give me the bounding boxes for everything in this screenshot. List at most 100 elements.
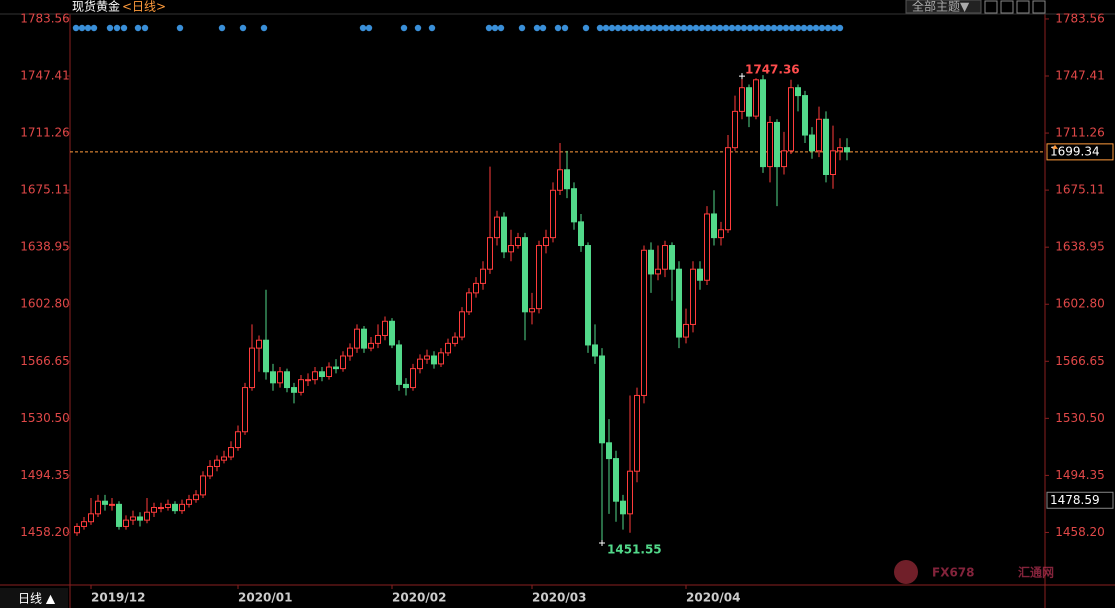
- candle-body: [466, 292, 472, 313]
- candle-body: [578, 221, 584, 247]
- candle-body: [515, 237, 521, 247]
- candle-body: [235, 431, 241, 449]
- event-dot: [830, 24, 838, 32]
- candle-body: [711, 213, 717, 239]
- y-tick-label-right: 1602.80: [1055, 297, 1105, 311]
- candle-body: [445, 342, 451, 354]
- candle-body: [81, 521, 87, 527]
- candle-body: [480, 268, 486, 284]
- candle-body: [746, 87, 752, 117]
- candle-body: [732, 110, 738, 149]
- icon[interactable]: [1016, 0, 1030, 14]
- event-dot: [710, 24, 718, 32]
- candle-body: [109, 503, 115, 506]
- candle-body: [697, 268, 703, 281]
- candle-body: [207, 465, 213, 477]
- candle-body: [753, 79, 759, 117]
- y-tick-label: 1711.26: [20, 126, 70, 140]
- event-dot: [704, 24, 712, 32]
- candle-body: [529, 308, 535, 313]
- candle-body: [543, 237, 549, 247]
- candle-body: [655, 268, 661, 275]
- candle-body: [438, 352, 444, 365]
- candle-body: [347, 347, 353, 357]
- y-tick-label: 1458.20: [20, 525, 70, 539]
- candle-body: [648, 249, 654, 275]
- icon[interactable]: [1000, 0, 1014, 14]
- y-tick-label-right: 1494.35: [1055, 468, 1105, 482]
- y-tick-label: 1494.35: [20, 468, 70, 482]
- event-dot: [84, 24, 92, 32]
- candle-body: [403, 383, 409, 389]
- event-dot: [668, 24, 676, 32]
- event-dot: [764, 24, 772, 32]
- candle-body: [186, 499, 192, 505]
- x-tick-label: 2019/12: [91, 591, 145, 605]
- candle-body: [375, 334, 381, 344]
- candle-body: [809, 134, 815, 152]
- event-dot: [620, 24, 628, 32]
- y-tick-label-right: 1783.56: [1055, 11, 1105, 25]
- candle-body: [557, 169, 563, 191]
- candle-body: [788, 87, 794, 152]
- candle-body: [501, 216, 507, 253]
- candle-body: [676, 268, 682, 338]
- icon[interactable]: [1032, 0, 1046, 14]
- candle-body: [263, 339, 269, 373]
- candle-body: [340, 355, 346, 370]
- max-marker: [739, 73, 745, 80]
- candle-body: [326, 366, 332, 378]
- candle-body: [214, 459, 220, 467]
- candle-body: [179, 503, 185, 512]
- candle-body: [816, 118, 822, 152]
- x-tick-label: 2020/02: [392, 591, 446, 605]
- event-dot: [614, 24, 622, 32]
- candle-body: [564, 169, 570, 190]
- event-dot: [674, 24, 682, 32]
- candle-body: [774, 121, 780, 168]
- period-button-bg[interactable]: [0, 588, 68, 608]
- candle-body: [837, 147, 843, 152]
- period-button[interactable]: 日线 ▲: [18, 592, 56, 606]
- x-tick-label: 2020/01: [238, 591, 292, 605]
- event-dot: [414, 24, 422, 32]
- min-label: 1451.55: [607, 542, 662, 556]
- event-dot: [680, 24, 688, 32]
- candle-body: [382, 320, 388, 336]
- candle-body: [669, 245, 675, 270]
- event-dot: [662, 24, 670, 32]
- event-dot: [782, 24, 790, 32]
- last-price-label: 1699.34: [1050, 144, 1100, 158]
- candle-body: [389, 320, 395, 346]
- candle-body: [291, 387, 297, 393]
- toolbar-icons[interactable]: [984, 0, 1046, 14]
- event-dot: [740, 24, 748, 32]
- candle-body: [298, 379, 304, 393]
- x-tick-label: 2020/03: [532, 591, 586, 605]
- event-dot: [716, 24, 724, 32]
- candle-body: [312, 371, 318, 381]
- candle-body: [662, 245, 668, 270]
- candle-body: [830, 150, 836, 176]
- theme-button[interactable]: 全部主题▼: [912, 0, 970, 14]
- candle-body: [151, 507, 157, 513]
- last-price-arrow: [1052, 144, 1058, 149]
- candle-body: [137, 516, 143, 521]
- candle-body: [508, 245, 514, 253]
- watermark-brand: FX678: [932, 566, 975, 580]
- candle-body: [690, 268, 696, 325]
- event-dot: [141, 24, 149, 32]
- candle-body: [256, 339, 262, 349]
- candle-body: [627, 470, 633, 515]
- candle-body: [354, 328, 360, 349]
- candle-body: [473, 282, 479, 294]
- period-label: <日线>: [122, 0, 166, 14]
- event-dot: [428, 24, 436, 32]
- candle-body: [88, 513, 94, 523]
- theme-button-bg[interactable]: [905, 0, 982, 14]
- event-dot: [582, 24, 590, 32]
- candle-body: [823, 118, 829, 176]
- candle-body: [284, 371, 290, 389]
- icon[interactable]: [984, 0, 998, 14]
